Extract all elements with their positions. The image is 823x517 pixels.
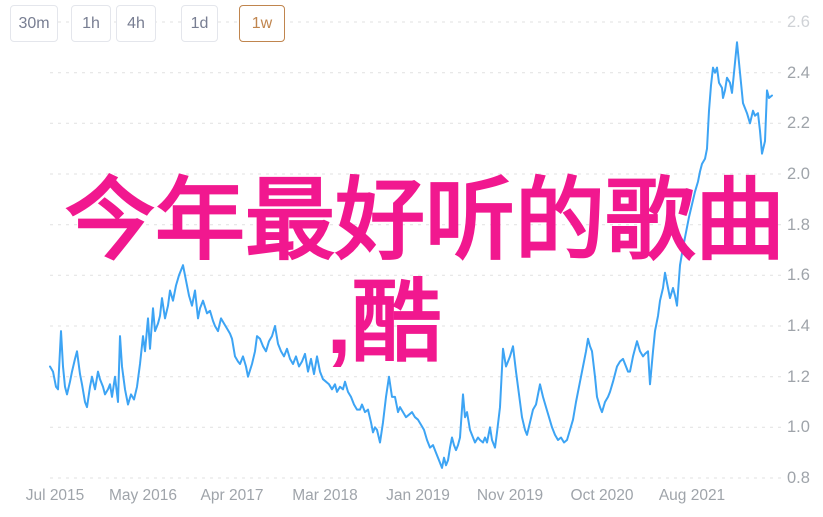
y-axis-tick-label: 0.8	[787, 469, 810, 487]
x-axis-tick-label: Jan 2019	[386, 487, 450, 504]
x-axis-tick-label: Jul 2015	[25, 487, 85, 504]
timeframe-button-4h[interactable]: 4h	[116, 5, 156, 42]
y-axis-tick-label: 2.2	[787, 114, 810, 133]
y-axis-tick-label: 2.0	[787, 165, 810, 183]
x-axis-tick-label: Aug 2021	[658, 487, 726, 504]
x-axis-tick-label: Mar 2018	[292, 487, 358, 504]
x-axis-tick-label: Apr 2017	[200, 487, 264, 504]
y-axis-tick-label: 1.0	[787, 418, 810, 437]
y-axis-tick-label: 1.4	[787, 317, 810, 335]
timeframe-button-1d[interactable]: 1d	[181, 5, 218, 42]
x-axis-tick-label: Oct 2020	[570, 487, 634, 504]
timeframe-button-30m[interactable]: 30m	[10, 5, 58, 42]
x-axis-tick-label: May 2016	[108, 487, 178, 504]
y-axis-tick-label: 1.2	[787, 367, 810, 386]
y-axis-tick-label: 1.6	[787, 266, 810, 285]
y-axis-tick-label: 2.4	[787, 63, 810, 82]
y-axis-tick-label: 1.8	[787, 215, 810, 234]
timeframe-button-1h[interactable]: 1h	[71, 5, 111, 42]
x-axis-tick-label: Nov 2019	[476, 487, 544, 504]
timeframe-button-1w[interactable]: 1w	[239, 5, 285, 42]
y-axis-tick-label: 2.6	[787, 13, 810, 31]
